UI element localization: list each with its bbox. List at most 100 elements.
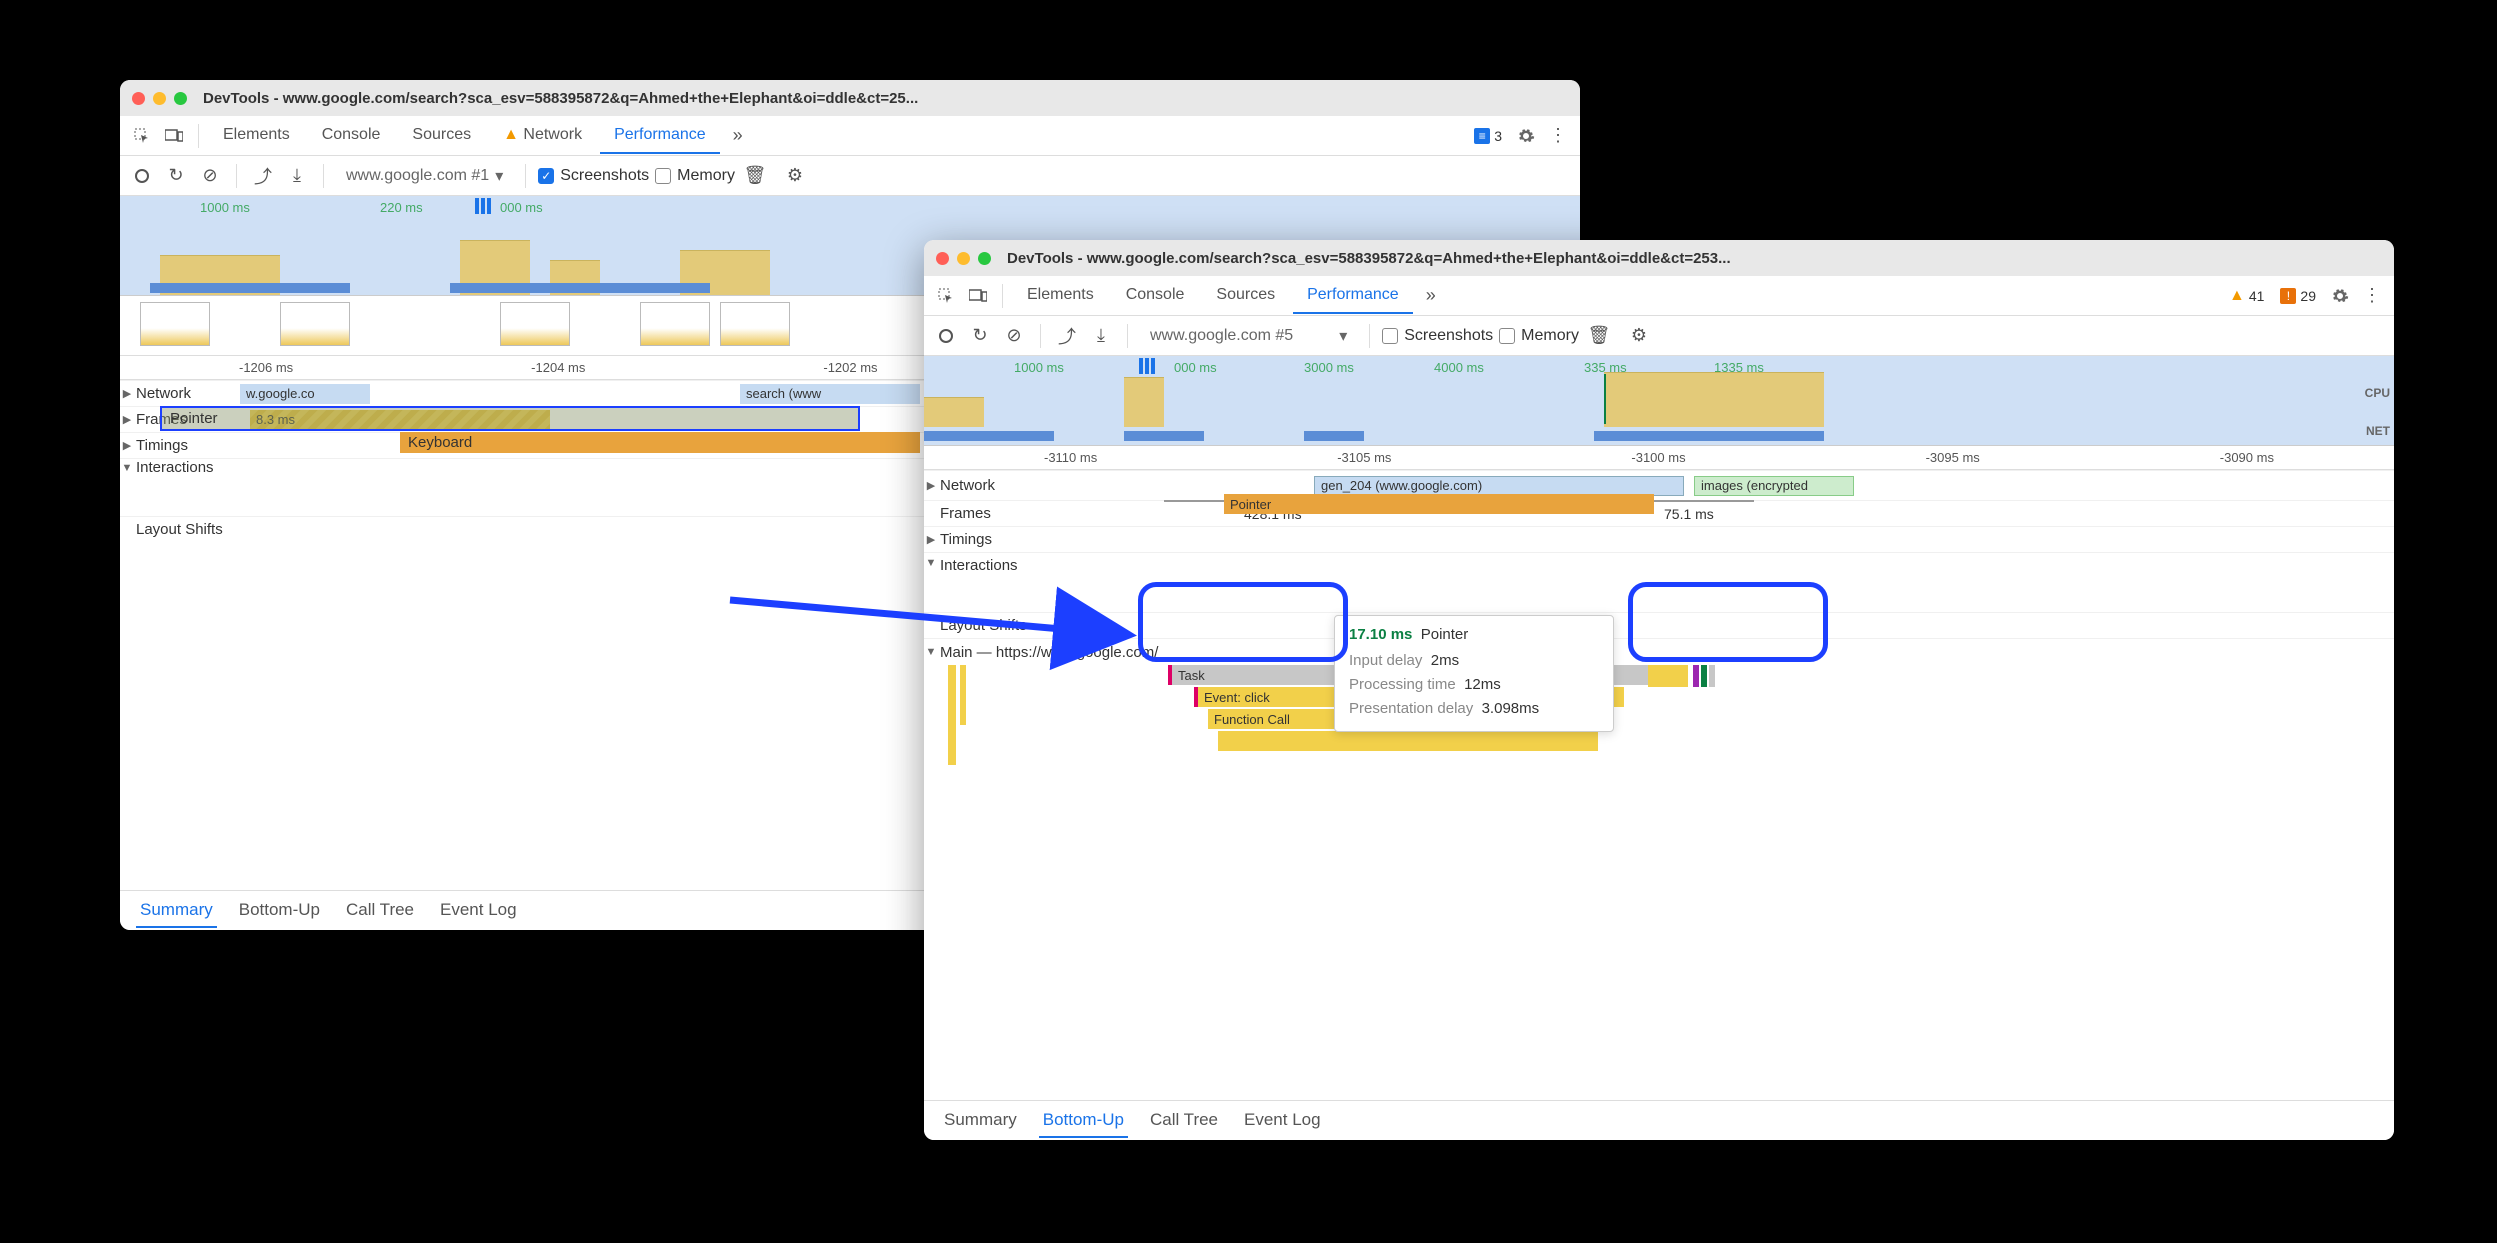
selection-handles[interactable] [475, 198, 491, 214]
pointer-interaction-bar[interactable]: Pointer [1224, 494, 1654, 514]
track-label: Layout Shifts [938, 617, 1027, 634]
more-tabs-icon[interactable]: » [1417, 282, 1445, 310]
btab-bottomup[interactable]: Bottom-Up [1039, 1104, 1128, 1138]
flame-sliver[interactable] [1709, 665, 1715, 687]
screenshot-thumb [280, 302, 350, 346]
settings-icon[interactable] [1512, 122, 1540, 150]
keyboard-interaction-bar[interactable]: Keyboard [400, 432, 920, 453]
recording-select[interactable]: www.google.com #5 ▾ [1140, 322, 1357, 350]
expand-icon[interactable]: ▶ [120, 387, 134, 400]
collapse-icon[interactable]: ▼ [924, 557, 938, 569]
flame-bar[interactable] [1218, 731, 1598, 751]
btab-summary[interactable]: Summary [136, 894, 217, 928]
track-timings[interactable]: ▶ Timings [924, 526, 2394, 552]
trash-icon[interactable]: 🗑 [741, 162, 769, 190]
pointer-interaction-bar[interactable]: Pointer [160, 406, 860, 431]
selection-handles[interactable] [1139, 358, 1155, 374]
expand-icon[interactable]: ▶ [924, 533, 938, 546]
network-request-bar[interactable]: w.google.co [240, 384, 370, 404]
network-request-bar[interactable]: gen_204 (www.google.com) [1314, 476, 1684, 496]
messages-badge[interactable]: ≡3 [1468, 126, 1508, 146]
inspect-icon[interactable] [128, 122, 156, 150]
ruler-tick: -3095 ms [1926, 450, 1980, 465]
tab-elements[interactable]: Elements [209, 118, 304, 154]
upload-icon[interactable]: ⤴ [1053, 322, 1081, 350]
btab-calltree[interactable]: Call Tree [342, 894, 418, 928]
track-label: Frames [938, 505, 991, 522]
device-icon[interactable] [160, 122, 188, 150]
track-layout-shifts[interactable]: ▶ Layout Shifts [924, 612, 2394, 638]
download-icon[interactable]: ⤓ [1087, 322, 1115, 350]
network-request-bar[interactable]: search (www [740, 384, 920, 404]
btab-calltree[interactable]: Call Tree [1146, 1104, 1222, 1138]
clear-icon[interactable]: ⊘ [1000, 322, 1028, 350]
tab-console[interactable]: Console [308, 118, 395, 154]
btab-eventlog[interactable]: Event Log [436, 894, 521, 928]
tab-sources[interactable]: Sources [1202, 278, 1289, 314]
maximize-icon[interactable] [978, 252, 991, 265]
maximize-icon[interactable] [174, 92, 187, 105]
btab-bottomup[interactable]: Bottom-Up [235, 894, 324, 928]
upload-icon[interactable]: ⤴ [249, 162, 277, 190]
reload-icon[interactable]: ↻ [966, 322, 994, 350]
tab-network[interactable]: ▲ Network [489, 118, 596, 154]
network-request-bar[interactable]: images (encrypted [1694, 476, 1854, 496]
btab-eventlog[interactable]: Event Log [1240, 1104, 1325, 1138]
chk-label: Memory [677, 167, 735, 185]
expand-icon[interactable]: ▶ [120, 413, 134, 426]
btab-summary[interactable]: Summary [940, 1104, 1021, 1138]
minimize-icon[interactable] [957, 252, 970, 265]
settings-icon[interactable] [2326, 282, 2354, 310]
trash-icon[interactable]: 🗑 [1585, 322, 1613, 350]
errors-badge[interactable]: !29 [2274, 286, 2322, 306]
device-icon[interactable] [964, 282, 992, 310]
screenshots-checkbox[interactable]: ✓Screenshots [538, 167, 649, 185]
flame-sliver[interactable] [1648, 665, 1688, 687]
record-icon[interactable] [128, 162, 156, 190]
track-network[interactable]: ▶ Network gen_204 (www.google.com) image… [924, 470, 2394, 500]
collapse-icon[interactable]: ▼ [924, 646, 938, 658]
collapse-icon[interactable]: ▼ [120, 462, 134, 474]
minimize-icon[interactable] [153, 92, 166, 105]
memory-checkbox[interactable]: Memory [655, 167, 735, 185]
settings-icon[interactable]: ⚙ [781, 162, 809, 190]
net-bar [1594, 431, 1824, 441]
reload-icon[interactable]: ↻ [162, 162, 190, 190]
flame-sliver[interactable] [948, 665, 956, 765]
tab-console[interactable]: Console [1112, 278, 1199, 314]
tab-elements[interactable]: Elements [1013, 278, 1108, 314]
download-icon[interactable]: ⤓ [283, 162, 311, 190]
track-label: Timings [134, 437, 188, 454]
chk-label: Screenshots [560, 167, 649, 185]
message-icon: ≡ [1474, 128, 1490, 144]
record-icon[interactable] [932, 322, 960, 350]
more-tabs-icon[interactable]: » [724, 122, 752, 150]
track-interactions[interactable]: ▼ Interactions Pointer [924, 552, 2394, 612]
time-ruler[interactable]: -3110 ms -3105 ms -3100 ms -3095 ms -309… [924, 446, 2394, 470]
expand-icon[interactable]: ▶ [924, 479, 938, 492]
settings-icon[interactable]: ⚙ [1625, 322, 1653, 350]
kebab-icon[interactable]: ⋮ [1544, 122, 1572, 150]
flame-sliver[interactable] [1693, 665, 1699, 687]
track-frames[interactable]: ▶ Frames 428.1 ms 75.1 ms [924, 500, 2394, 526]
recording-select[interactable]: www.google.com #1 ▾ [336, 162, 513, 190]
tab-sources[interactable]: Sources [398, 118, 485, 154]
track-main[interactable]: ▼ Main — https://www.google.com/ Task Ev… [924, 638, 2394, 775]
flame-sliver[interactable] [1701, 665, 1707, 687]
screenshots-checkbox[interactable]: Screenshots [1382, 327, 1493, 345]
ruler-tick: -3105 ms [1337, 450, 1391, 465]
warnings-badge[interactable]: ▲41 [2223, 285, 2270, 307]
row-val: 12ms [1464, 676, 1501, 693]
kebab-icon[interactable]: ⋮ [2358, 282, 2386, 310]
clear-icon[interactable]: ⊘ [196, 162, 224, 190]
close-icon[interactable] [132, 92, 145, 105]
close-icon[interactable] [936, 252, 949, 265]
tab-performance[interactable]: Performance [600, 118, 720, 154]
tab-performance[interactable]: Performance [1293, 278, 1413, 314]
inspect-icon[interactable] [932, 282, 960, 310]
expand-icon[interactable]: ▶ [120, 439, 134, 452]
cpu-wave [1604, 372, 1824, 427]
overview-timeline[interactable]: 1000 ms 000 ms 3000 ms 4000 ms 335 ms 13… [924, 356, 2394, 446]
flame-sliver[interactable] [960, 665, 966, 725]
memory-checkbox[interactable]: Memory [1499, 327, 1579, 345]
